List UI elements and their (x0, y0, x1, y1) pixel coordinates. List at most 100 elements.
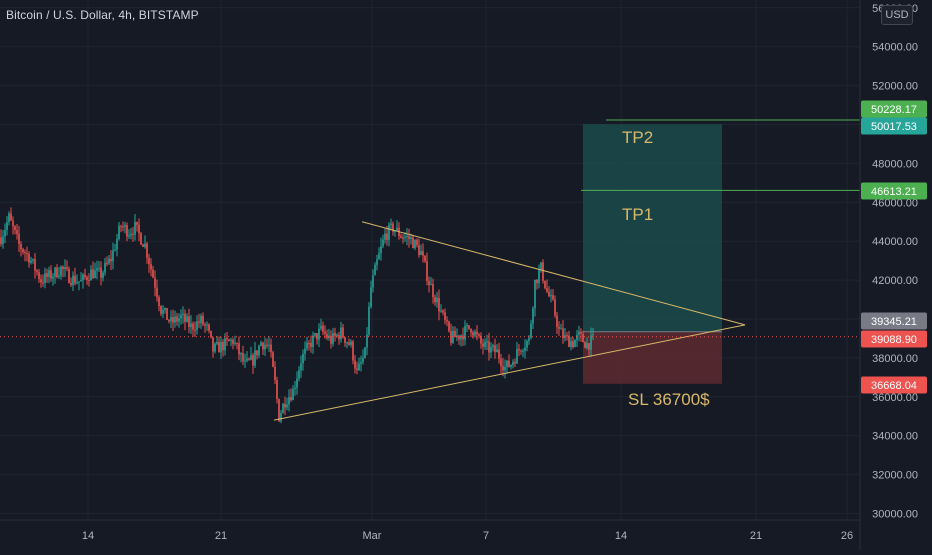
candle-down (242, 353, 244, 362)
candle-up (234, 342, 236, 344)
candle-down (120, 226, 122, 228)
candle-down (352, 341, 354, 361)
candle-up (560, 328, 562, 330)
candle-down (160, 305, 162, 314)
candle-down (412, 237, 414, 249)
candle-down (274, 366, 276, 381)
candle-up (124, 225, 126, 227)
candle-up (48, 270, 50, 277)
candle-down (322, 325, 324, 332)
candle-up (504, 366, 506, 371)
candle-down (50, 270, 52, 279)
candle-down (392, 223, 394, 232)
y-tick-label: 34000.00 (872, 431, 918, 443)
candle-down (56, 267, 58, 278)
candle-up (108, 258, 110, 264)
candle-up (370, 287, 372, 307)
candle-up (186, 316, 188, 322)
candle-up (466, 325, 468, 327)
candle-up (366, 334, 368, 348)
take-profit-label: TP1 (622, 205, 653, 224)
candle-down (266, 344, 268, 346)
stop-loss-label: SL 36700$ (628, 390, 710, 409)
candle-up (490, 347, 492, 353)
candle-up (464, 326, 466, 340)
candle-up (98, 267, 100, 269)
candle-up (162, 310, 164, 314)
candle-down (498, 349, 500, 359)
candle-up (492, 345, 494, 348)
candle-up (268, 344, 270, 346)
candle-up (340, 327, 342, 340)
candle-up (390, 223, 392, 225)
candle-up (440, 310, 442, 312)
candle-up (76, 282, 78, 284)
candle-up (112, 250, 114, 262)
candle-up (32, 258, 34, 261)
y-tick-label: 54000.00 (872, 42, 918, 54)
take-profit-zone (583, 124, 722, 332)
candle-up (512, 362, 514, 365)
candle-down (572, 341, 574, 348)
candle-up (406, 236, 408, 238)
candle-down (348, 342, 350, 345)
candle-down (148, 257, 150, 265)
candle-down (140, 233, 142, 245)
candle-up (570, 341, 572, 348)
candle-up (374, 264, 376, 276)
candle-down (432, 284, 434, 298)
x-tick-label: Mar (363, 530, 382, 542)
candle-down (546, 288, 548, 292)
candle-down (26, 253, 28, 255)
candle-up (230, 339, 232, 342)
candle-up (164, 307, 166, 311)
candle-down (236, 342, 238, 344)
candle-down (184, 313, 186, 322)
candle-up (134, 221, 136, 235)
candle-down (386, 233, 388, 240)
candle-down (480, 335, 482, 344)
candle-down (156, 287, 158, 298)
candle-up (78, 281, 80, 283)
candle-up (358, 363, 360, 371)
candle-up (576, 334, 578, 340)
symbol-title[interactable]: Bitcoin / U.S. Dollar, 4h, BITSTAMP (6, 8, 199, 22)
candle-down (552, 295, 554, 300)
candle-up (254, 350, 256, 366)
candle-up (528, 337, 530, 342)
candle-up (80, 280, 82, 282)
candle-down (28, 253, 30, 263)
candle-down (62, 266, 64, 270)
currency-button[interactable]: USD (881, 5, 913, 25)
candle-up (360, 362, 362, 364)
candle-down (262, 342, 264, 350)
candle-up (298, 370, 300, 379)
candle-up (72, 275, 74, 285)
candle-up (292, 389, 294, 401)
candle-up (130, 233, 132, 236)
y-tick-label: 46000.00 (872, 197, 918, 209)
candle-down (24, 252, 26, 254)
candle-up (240, 353, 242, 355)
candle-down (248, 358, 250, 360)
candle-up (296, 378, 298, 388)
candle-up (362, 357, 364, 363)
candle-up (436, 297, 438, 303)
candle-up (54, 267, 56, 277)
candle-down (252, 355, 254, 366)
candle-down (476, 331, 478, 335)
candle-down (428, 281, 430, 286)
candle-up (180, 314, 182, 319)
candle-down (334, 332, 336, 336)
candle-down (226, 338, 228, 340)
candle-up (474, 331, 476, 336)
candle-up (380, 246, 382, 254)
stop-loss-zone (583, 331, 722, 384)
price-tag-label: 39088.90 (871, 334, 917, 346)
candle-down (194, 329, 196, 331)
candle-up (510, 364, 512, 367)
candle-down (222, 341, 224, 351)
candle-down (584, 342, 586, 349)
